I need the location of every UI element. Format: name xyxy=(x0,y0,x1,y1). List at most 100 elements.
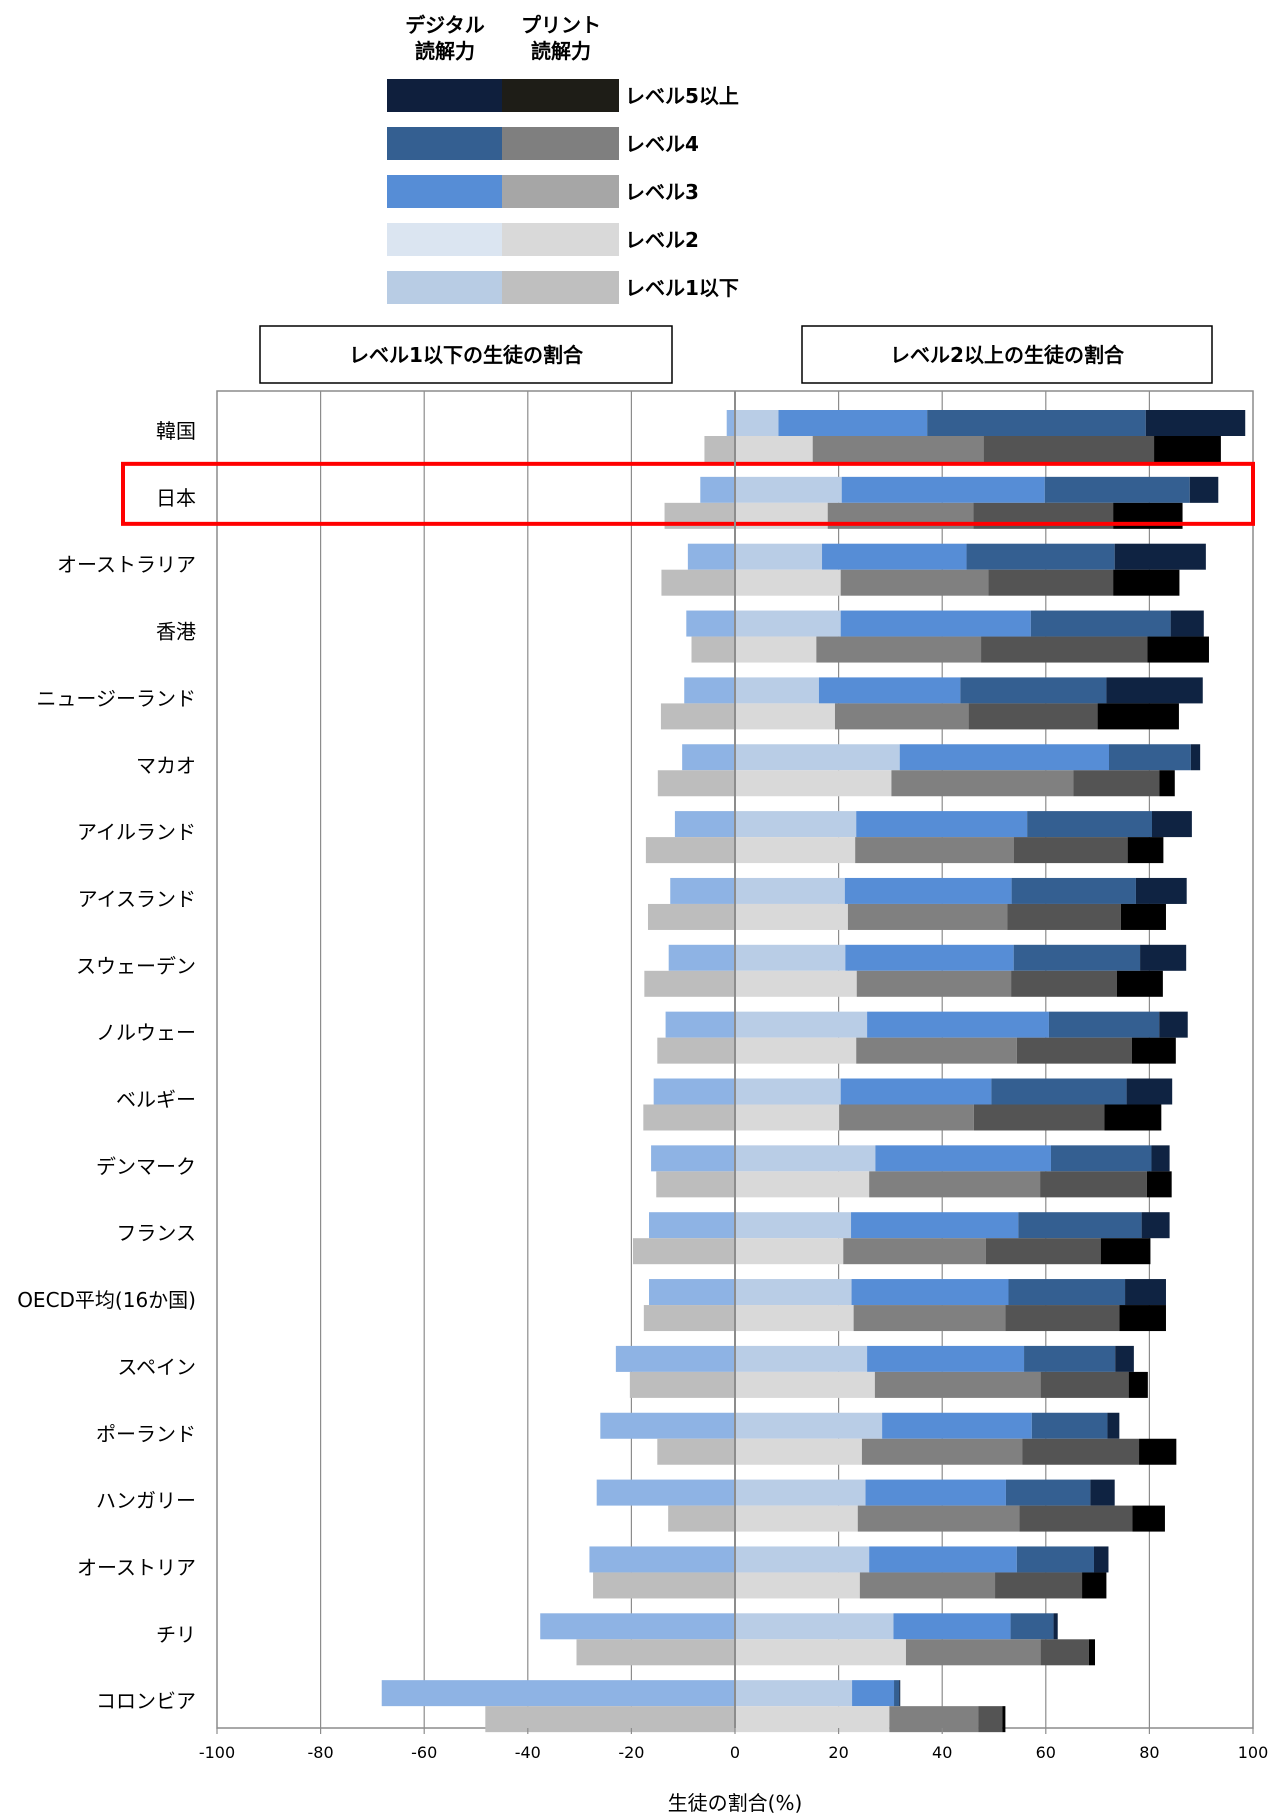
bar-print-l2 xyxy=(735,1371,875,1398)
bar-digital-l2 xyxy=(735,677,819,704)
x-tick-label: -60 xyxy=(411,1743,437,1762)
bar-print-below1 xyxy=(691,636,735,663)
bar-digital-l3 xyxy=(893,1613,1011,1640)
bar-digital-l4 xyxy=(1050,1145,1152,1172)
bar-digital-l2 xyxy=(735,944,846,971)
bar-print-l2 xyxy=(735,1037,857,1064)
bar-digital-l5 xyxy=(1141,1212,1170,1239)
legend-swatch-print xyxy=(502,79,619,112)
bar-digital-l4 xyxy=(1030,610,1171,637)
legend-swatch-print xyxy=(502,271,619,304)
category-label: 日本 xyxy=(156,486,196,510)
bar-digital-l2 xyxy=(735,744,900,771)
bar-digital-l2 xyxy=(735,410,779,436)
x-axis: -100 -80 -60 -40 -20 0 20 40 60 80 100 生徒の割合(%) xyxy=(199,1728,1268,1815)
bar-print-l5 xyxy=(1082,1572,1107,1599)
section-labels: レベル1以下の生徒の割合 レベル2以上の生徒の割合 xyxy=(259,325,1213,384)
bar-digital-l4 xyxy=(1005,1479,1091,1506)
legend-label: レベル1以下 xyxy=(625,276,739,300)
category-label: スペイン xyxy=(117,1355,196,1379)
x-tick-label: 80 xyxy=(1139,1743,1159,1762)
bar-digital-l5 xyxy=(1140,944,1187,971)
bar-print-l2 xyxy=(735,770,892,797)
bar-print-l3 xyxy=(843,1238,986,1265)
bar-print-below1 xyxy=(657,1438,735,1465)
bar-print-l2 xyxy=(735,569,841,596)
bar-print-l2 xyxy=(735,1706,890,1733)
bar-digital-l2 xyxy=(735,811,857,838)
legend-swatch-digital xyxy=(387,223,502,256)
bar-print-l2 xyxy=(735,636,817,663)
x-tick-label: -100 xyxy=(199,1743,235,1762)
bar-digital-l3 xyxy=(875,1145,1051,1172)
bar-print-below1 xyxy=(647,903,735,930)
bar-print-l4 xyxy=(1007,903,1121,930)
bar-print-l2 xyxy=(735,1438,862,1465)
bar-print-l5 xyxy=(1119,1305,1166,1332)
bar-print-l3 xyxy=(847,903,1008,930)
legend-header-line: 読解力 xyxy=(531,39,591,63)
x-tick-label: 60 xyxy=(1036,1743,1056,1762)
bar-digital-l5 xyxy=(1190,744,1201,771)
bar-digital-l5 xyxy=(1093,1546,1109,1573)
legend-swatch-digital xyxy=(387,271,502,304)
x-tick-label: 20 xyxy=(828,1743,848,1762)
section-label: レベル1以下の生徒の割合 xyxy=(349,343,584,367)
bar-print-l5 xyxy=(1127,837,1164,864)
bar-print-l4 xyxy=(1019,1505,1133,1532)
bar-print-below1 xyxy=(644,970,735,997)
bar-print-l3 xyxy=(861,1438,1023,1465)
x-tick-label: -80 xyxy=(308,1743,334,1762)
bar-print-l4 xyxy=(1040,1639,1089,1666)
bar-print-l5 xyxy=(1128,1371,1148,1398)
bar-print-l4 xyxy=(995,1572,1083,1599)
bar-digital-l3 xyxy=(841,476,1045,503)
bar-print-l5 xyxy=(1002,1706,1006,1733)
bar-print-below1 xyxy=(632,1238,735,1265)
bar-digital-l2 xyxy=(735,1546,870,1573)
bar-print-l2 xyxy=(735,903,848,930)
bar-digital-l4 xyxy=(1011,877,1136,904)
bar-print-l3 xyxy=(856,1037,1017,1064)
bar-print-l5 xyxy=(1116,970,1163,997)
legend-header-line: 読解力 xyxy=(415,39,475,63)
category-label: デンマーク xyxy=(96,1154,196,1178)
category-label: オーストリア xyxy=(77,1555,196,1579)
bar-digital-below1 xyxy=(684,677,735,704)
bar-digital-l3 xyxy=(869,1546,1017,1573)
bar-print-l4 xyxy=(1073,770,1160,797)
bar-digital-l2 xyxy=(735,1078,841,1105)
bar-digital-below1 xyxy=(665,1011,735,1038)
bar-digital-l3 xyxy=(867,1011,1049,1038)
bar-print-l4 xyxy=(981,636,1148,663)
bar-digital-below1 xyxy=(540,1613,735,1640)
bar-print-l5 xyxy=(1113,569,1180,596)
bar-digital-l2 xyxy=(735,1613,894,1640)
bar-digital-l4 xyxy=(1010,1613,1054,1640)
bar-print-l3 xyxy=(857,1505,1020,1532)
bar-print-below1 xyxy=(576,1639,735,1666)
legend-swatch-print xyxy=(502,175,619,208)
bar-digital-l5 xyxy=(1114,543,1206,570)
bar-digital-l4 xyxy=(894,1680,900,1707)
bar-print-l3 xyxy=(853,1305,1006,1332)
legend-swatch-digital xyxy=(387,79,502,112)
bar-print-l2 xyxy=(735,1572,860,1599)
highlight-box xyxy=(121,461,1255,526)
bar-digital-l5 xyxy=(1090,1479,1115,1506)
bar-print-below1 xyxy=(657,770,735,797)
bar-digital-l5 xyxy=(1145,410,1246,436)
bar-print-l3 xyxy=(889,1706,979,1733)
bar-print-l4 xyxy=(1022,1438,1140,1465)
x-tick-label: 40 xyxy=(932,1743,952,1762)
bar-print-l4 xyxy=(983,436,1155,462)
bar-print-l3 xyxy=(905,1639,1041,1666)
bar-digital-l3 xyxy=(851,1212,1019,1239)
bar-print-l3 xyxy=(816,636,982,663)
bar-digital-l4 xyxy=(960,677,1107,704)
legend-header-print: プリント読解力 xyxy=(521,13,601,63)
bar-print-l4 xyxy=(1013,837,1128,864)
bar-digital-l5 xyxy=(1125,1279,1166,1306)
